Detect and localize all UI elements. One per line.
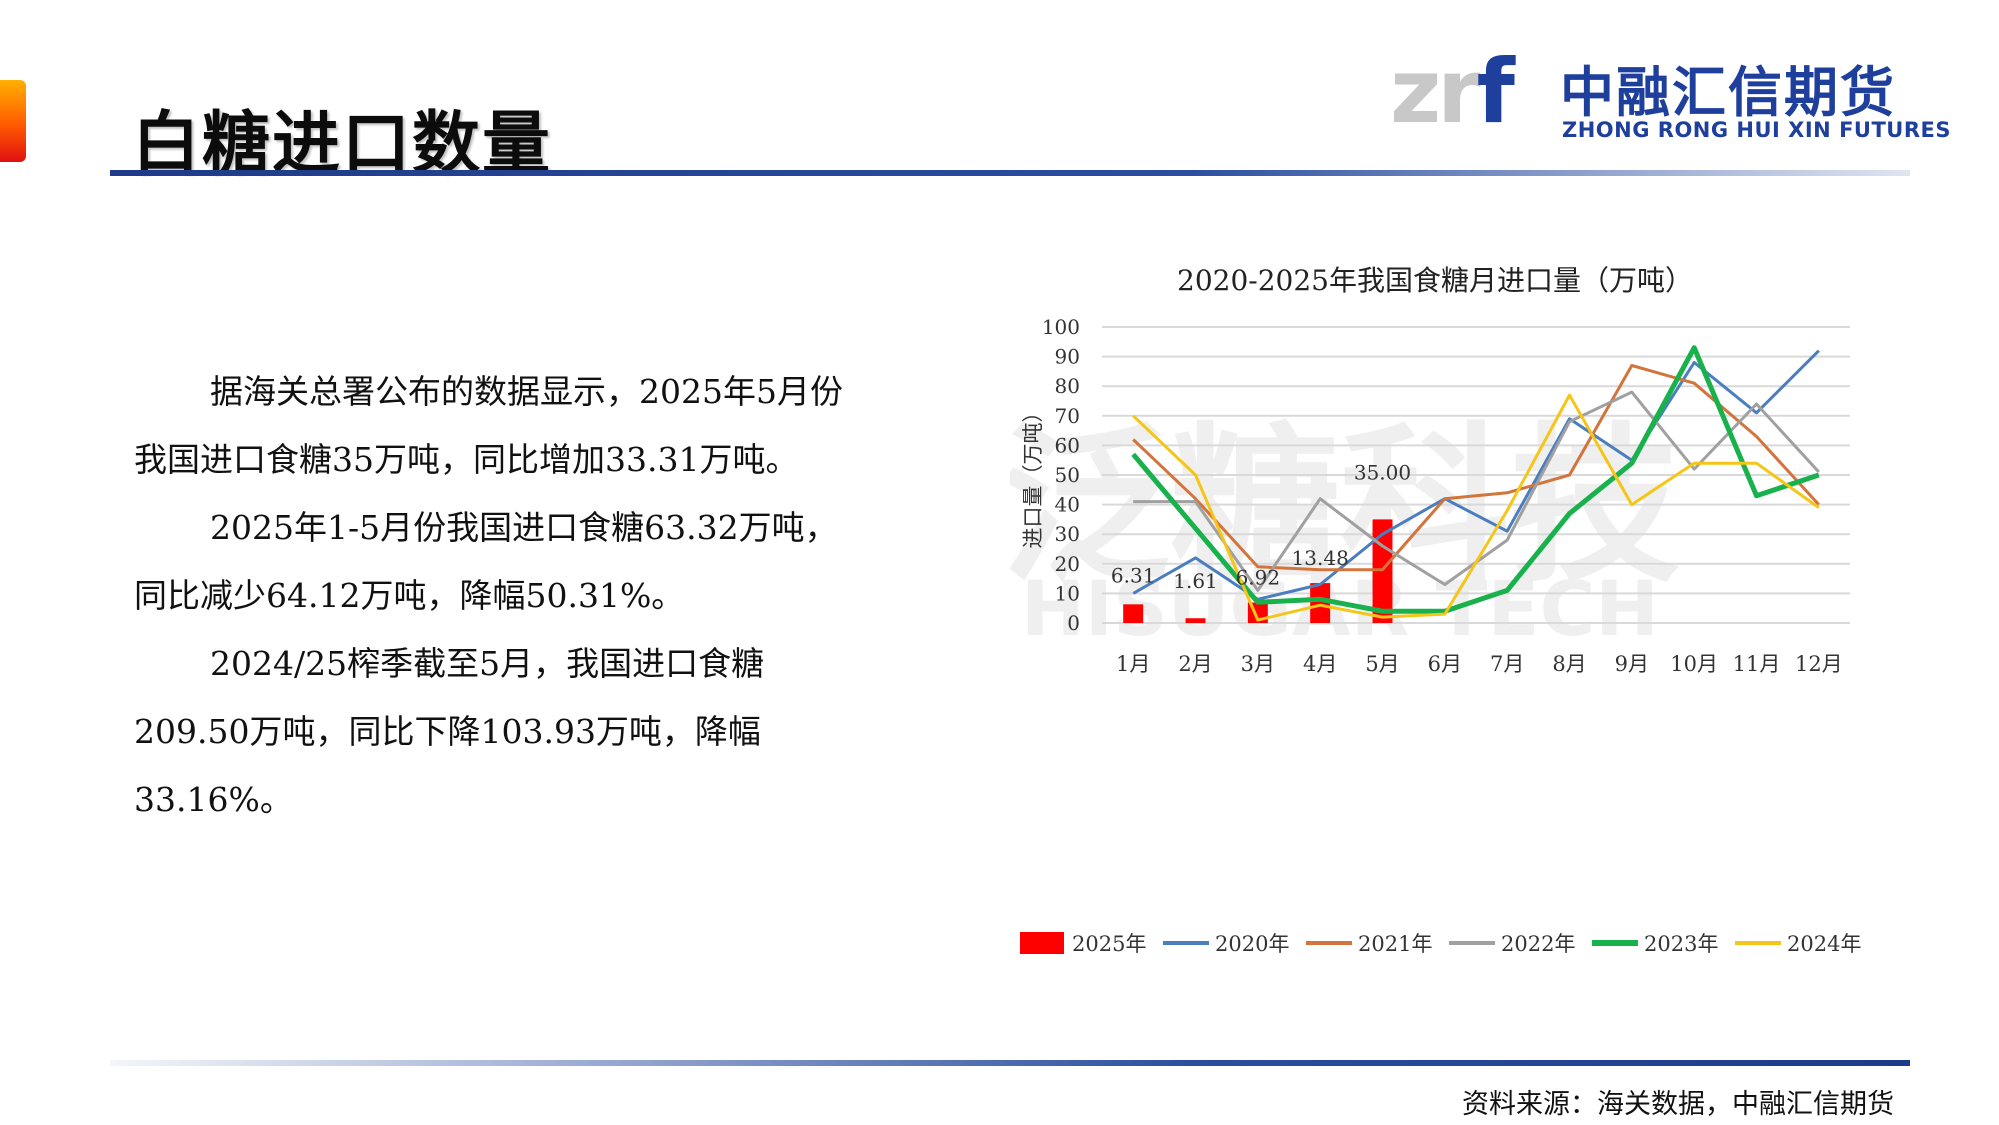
x-axis-ticks: 1月 2月 3月 4月 5月 6月 7月 8月 9月 10月 11月 12月 (1116, 652, 1843, 676)
paragraph-3-line-1: 2024/25榨季截至5月，我国进口食糖 (210, 644, 765, 683)
company-logo: zrf 中融汇信期货 ZHONG RONG HUI XIN FUTURES (1390, 40, 1950, 150)
bar-label-4: 13.48 (1292, 546, 1349, 570)
paragraph-3-line-2: 209.50万吨，同比下降103.93万吨，降幅 (134, 712, 761, 751)
paragraph-1-line-1: 据海关总署公布的数据显示，2025年5月份 (210, 372, 843, 411)
bar-series-2025 (1123, 519, 1393, 623)
y-tick-label: 40 (1055, 493, 1080, 517)
x-tick-label: 2月 (1178, 652, 1212, 676)
x-tick-label: 5月 (1365, 652, 1399, 676)
source-note: 资料来源：海关数据，中融汇信期货 (1462, 1089, 1894, 1120)
line-series (1131, 345, 1820, 622)
bar-2025-1 (1123, 604, 1144, 623)
legend-label: 2022年 (1501, 932, 1575, 956)
series-line-2024年 (1132, 393, 1820, 622)
x-tick-label: 1月 (1116, 652, 1150, 676)
y-tick-label: 70 (1055, 404, 1080, 428)
logo-mark: zrf (1390, 40, 1515, 143)
y-tick-label: 30 (1055, 522, 1080, 546)
footer-divider (110, 1060, 1910, 1066)
y-tick-label: 100 (1042, 315, 1080, 339)
legend-label: 2024年 (1787, 932, 1861, 956)
watermark-cn: 泛糖科技 (1010, 408, 1680, 606)
x-tick-label: 4月 (1303, 652, 1337, 676)
y-axis-title: 进口量（万吨） (1021, 402, 1045, 549)
bar-data-labels: 6.31 1.61 6.92 13.48 35.00 (1111, 460, 1411, 593)
chart-legend: 2025年 2020年 2021年 2022年 2023年 2024年 (1020, 932, 1861, 956)
paragraph-2-line-1: 2025年1-5月份我国进口食糖63.32万吨， (210, 508, 838, 547)
accent-tab (0, 80, 26, 162)
legend-label: 2025年 (1072, 932, 1146, 956)
series-line-2023年 (1131, 345, 1820, 614)
bar-label-3: 6.92 (1236, 566, 1281, 590)
x-tick-label: 7月 (1490, 652, 1524, 676)
bar-label-5: 35.00 (1354, 460, 1411, 484)
logo-mark-zr: zr (1390, 40, 1481, 143)
logo-mark-f: f (1476, 40, 1515, 143)
summary-text: 据海关总署公布的数据显示，2025年5月份 我国进口食糖35万吨，同比增加33.… (134, 358, 934, 834)
import-chart: 泛糖科技 HISUGAR TECH 2020-2025年我国食糖月进口量（万吨） … (1000, 245, 1890, 985)
bar-label-1: 6.31 (1111, 563, 1156, 587)
paragraph-3-line-3: 33.16%。 (134, 780, 293, 819)
bar-2025-2 (1185, 618, 1206, 623)
y-tick-label: 10 (1055, 581, 1080, 605)
legend-swatch-2025年 (1020, 932, 1064, 954)
title-divider (110, 170, 1910, 176)
paragraph-2-line-2: 同比减少64.12万吨，降幅50.31%。 (134, 576, 685, 615)
x-tick-label: 9月 (1615, 652, 1649, 676)
y-tick-label: 90 (1055, 345, 1080, 369)
x-tick-label: 8月 (1552, 652, 1586, 676)
bar-label-2: 1.61 (1173, 569, 1218, 593)
logo-english-name: ZHONG RONG HUI XIN FUTURES (1562, 118, 1951, 142)
paragraph-1-line-2: 我国进口食糖35万吨，同比增加33.31万吨。 (134, 440, 799, 479)
legend-label: 2020年 (1215, 932, 1289, 956)
legend-label: 2021年 (1358, 932, 1432, 956)
x-tick-label: 6月 (1428, 652, 1462, 676)
y-tick-label: 60 (1055, 433, 1080, 457)
y-axis-label: 进口量（万吨） (1021, 402, 1045, 549)
y-tick-label: 20 (1055, 552, 1080, 576)
series-line-2021年 (1132, 364, 1820, 572)
x-tick-label: 3月 (1241, 652, 1275, 676)
logo-chinese-name: 中融汇信期货 (1560, 61, 1896, 124)
legend-label: 2023年 (1644, 932, 1718, 956)
y-tick-label: 50 (1055, 463, 1080, 487)
x-tick-label: 10月 (1670, 652, 1718, 676)
y-tick-label: 0 (1067, 611, 1080, 635)
chart-title: 2020-2025年我国食糖月进口量（万吨） (1177, 264, 1693, 297)
bar-2025-4 (1310, 583, 1331, 623)
y-tick-label: 80 (1055, 374, 1080, 398)
x-tick-label: 12月 (1795, 652, 1843, 676)
y-axis-ticks: 0 10 20 30 40 50 60 70 80 90 100 (1042, 315, 1080, 635)
x-tick-label: 11月 (1733, 652, 1781, 676)
